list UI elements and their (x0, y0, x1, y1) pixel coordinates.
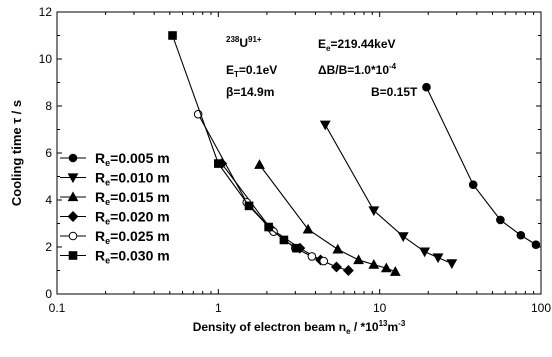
data-point (292, 243, 301, 253)
x-tick-label: 10 (373, 301, 387, 315)
series-2 (254, 159, 401, 276)
data-point (254, 159, 265, 169)
b-label: B=0.15T (371, 85, 418, 99)
data-point (302, 223, 314, 234)
x-tick-label: 0.1 (49, 301, 66, 315)
series-5 (168, 31, 301, 253)
data-point (353, 254, 364, 265)
legend-label: Re=0.015 m (95, 189, 170, 207)
data-point (368, 259, 380, 269)
data-point (67, 191, 79, 202)
series-layer (168, 31, 541, 276)
y-tick-label: 10 (39, 52, 53, 66)
y-tick-label: 12 (39, 5, 53, 19)
legend-label: Re=0.020 m (95, 209, 170, 227)
et-label: ET=0.1eV (226, 63, 277, 79)
legend-item-5: Re=0.030 m (60, 248, 170, 266)
legend-item-0: Re=0.005 m (60, 150, 170, 168)
data-point (319, 256, 329, 266)
series-1 (319, 120, 458, 270)
data-point (389, 266, 401, 276)
legend-item-2: Re=0.015 m (60, 189, 170, 207)
data-point (68, 251, 78, 260)
series-line (172, 35, 297, 249)
data-point (496, 215, 505, 225)
data-point (68, 231, 78, 241)
ee-label: Ee=219.44keV (318, 37, 396, 53)
data-point (368, 206, 380, 217)
data-point (67, 173, 79, 184)
data-point (446, 259, 458, 270)
axes: 0.1 1 10 100 0 2 4 6 8 10 12 (39, 5, 552, 315)
series-line (324, 124, 453, 264)
legend-label: Re=0.010 m (95, 170, 170, 188)
data-point (214, 159, 223, 168)
legend-item-4: Re=0.025 m (60, 228, 170, 246)
legend-label: Re=0.030 m (95, 248, 170, 266)
data-point (331, 261, 342, 273)
data-point (332, 243, 344, 254)
x-axis-label: Density of electron beam ne / *1013m-3 (193, 319, 406, 336)
data-point (264, 222, 273, 232)
y-tick-label: 8 (45, 99, 52, 113)
series-line (197, 113, 324, 262)
x-tick-label: 100 (531, 301, 551, 315)
data-point (342, 265, 354, 276)
data-point (168, 31, 177, 40)
data-point (67, 211, 79, 222)
data-point (68, 153, 78, 163)
ion-label: 238U91+ (226, 35, 262, 50)
series-line (259, 164, 396, 273)
y-tick-label: 0 (45, 287, 52, 301)
x-tick-label: 1 (215, 301, 222, 315)
data-point (397, 232, 409, 243)
y-tick-label: 6 (45, 146, 52, 160)
axis-labels: Density of electron beam ne / *1013m-3 Co… (9, 100, 406, 336)
annotations: 238U91+ Ee=219.44keV ET=0.1eV ΔB/B=1.0*10-4… (226, 35, 418, 99)
legend-label: Re=0.005 m (95, 150, 170, 168)
legend-label: Re=0.025 m (95, 228, 170, 246)
series-line (221, 163, 349, 272)
data-point (531, 240, 541, 249)
data-point (419, 247, 431, 258)
legend-item-1: Re=0.010 m (60, 170, 170, 188)
data-point (279, 235, 289, 245)
data-point (422, 82, 431, 92)
data-point (307, 252, 317, 261)
data-point (244, 201, 254, 211)
series-3 (216, 158, 354, 276)
data-point (516, 230, 526, 240)
db-label: ΔB/B=1.0*10-4 (318, 62, 397, 77)
series-4 (193, 109, 329, 266)
beta-label: β=14.9m (226, 85, 274, 99)
legend: Re=0.005 m Re=0.010 mRe=0.015 m Re=0.020 m… (60, 150, 170, 266)
series-0 (422, 82, 541, 249)
legend-item-3: Re=0.020 m (60, 209, 170, 227)
y-tick-label: 2 (45, 240, 52, 254)
series-line (425, 86, 537, 246)
y-axis-label: Cooling time τ / s (9, 100, 24, 206)
y-tick-label: 4 (45, 193, 52, 207)
data-point (432, 253, 444, 264)
data-point (468, 180, 478, 190)
data-point (380, 262, 392, 273)
data-point (319, 120, 331, 131)
